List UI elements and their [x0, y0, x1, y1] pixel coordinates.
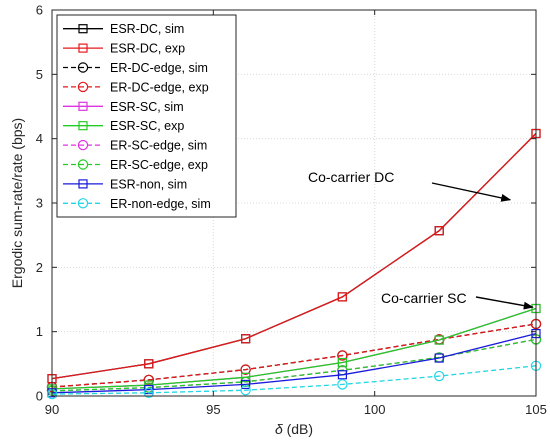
series-line [51, 133, 537, 380]
legend-entry: ER-SC-edge, sim [63, 139, 207, 153]
y-tick-label: 4 [36, 131, 43, 146]
annotations: Co-carrier DC Co-carrier SC [308, 169, 534, 310]
data-point [434, 335, 444, 345]
legend-swatch-marker [78, 43, 88, 53]
legend-entry: ESR-SC, sim [63, 100, 184, 114]
legend-label: ESR-SC, exp [110, 119, 184, 133]
legend-entry: ER-DC-edge, sim [63, 61, 208, 75]
x-axis-unit: (dB) [283, 421, 313, 437]
legend-entry: ER-DC-edge, exp [63, 80, 209, 94]
annotation-arrow [431, 182, 512, 202]
legend-label: ESR-DC, sim [110, 22, 184, 36]
legend-swatch-marker [77, 139, 89, 151]
data-point [144, 359, 154, 369]
series-2 [46, 318, 542, 393]
y-tick-label: 2 [36, 260, 43, 275]
series-3 [46, 318, 542, 393]
legend-swatch-marker [77, 81, 89, 93]
series-9 [46, 360, 542, 400]
series-line [51, 323, 537, 388]
data-point [337, 292, 347, 302]
series-line [51, 307, 537, 390]
data-point [337, 357, 347, 368]
data-point [337, 379, 348, 390]
series-line [51, 332, 537, 394]
x-tick-label: 90 [45, 402, 59, 417]
legend-entry: ER-SC-edge, exp [63, 158, 208, 172]
y-tick-label: 1 [36, 324, 43, 339]
y-tick-label: 5 [36, 67, 43, 82]
data-point [240, 385, 251, 396]
data-point [241, 379, 251, 390]
data-point [240, 364, 251, 375]
x-tick-label: 95 [206, 402, 220, 417]
legend-entry: ESR-non, sim [63, 177, 187, 191]
legend-swatch-marker [78, 179, 88, 189]
legend-label: ESR-non, sim [110, 177, 187, 191]
legend-swatch-marker [78, 121, 88, 131]
legend-swatch-marker [77, 62, 89, 73]
legend-swatch-marker [78, 24, 88, 34]
annotation-arrow [475, 296, 534, 310]
legend-label: ER-SC-edge, sim [110, 139, 207, 153]
y-tick-label: 0 [36, 389, 43, 404]
y-tick-label: 6 [36, 3, 43, 18]
x-tick-label: 100 [364, 402, 386, 417]
ticks: 90 95 100 105 0 1 2 3 4 5 6 [36, 3, 547, 418]
annotation-label: Co-carrier SC [381, 290, 467, 306]
legend-label: ER-DC-edge, sim [110, 61, 208, 75]
y-tick-label: 3 [36, 196, 43, 211]
legend-entry: ESR-DC, exp [63, 42, 185, 56]
data-point [434, 353, 444, 363]
series-line [51, 323, 537, 388]
data-point [337, 370, 347, 380]
legend-swatch-marker [77, 198, 89, 209]
annotation-label: Co-carrier DC [308, 169, 394, 185]
x-axis-symbol: δ [275, 421, 283, 437]
data-point [337, 350, 348, 361]
y-axis-title: Ergodic sum-rate/rate (bps) [9, 118, 25, 288]
legend-swatch-marker [78, 101, 88, 111]
series-line [51, 365, 537, 395]
data-point [241, 334, 251, 344]
legend-swatch-marker [77, 159, 89, 170]
legend-entry: ER-non-edge, sim [63, 197, 211, 211]
legend-label: ER-DC-edge, exp [110, 80, 209, 94]
data-point [143, 387, 154, 398]
data-point [434, 370, 445, 382]
x-axis-title: δ (dB) [275, 421, 313, 437]
legend-label: ESR-SC, sim [110, 100, 184, 114]
legend-entry: ESR-SC, exp [63, 119, 184, 133]
legend-entry: ESR-DC, sim [63, 22, 184, 36]
legend-label: ER-non-edge, sim [110, 197, 211, 211]
series-line [51, 307, 537, 390]
data-point [434, 226, 444, 236]
x-tick-label: 105 [525, 402, 547, 417]
series-line [51, 338, 537, 392]
legend: ESR-DC, sim ESR-DC, exp ER-DC-edge, sim ER-… [56, 14, 237, 218]
legend-label: ESR-DC, exp [110, 42, 185, 56]
legend-label: ER-SC-edge, exp [110, 158, 208, 172]
series-line [51, 338, 537, 392]
